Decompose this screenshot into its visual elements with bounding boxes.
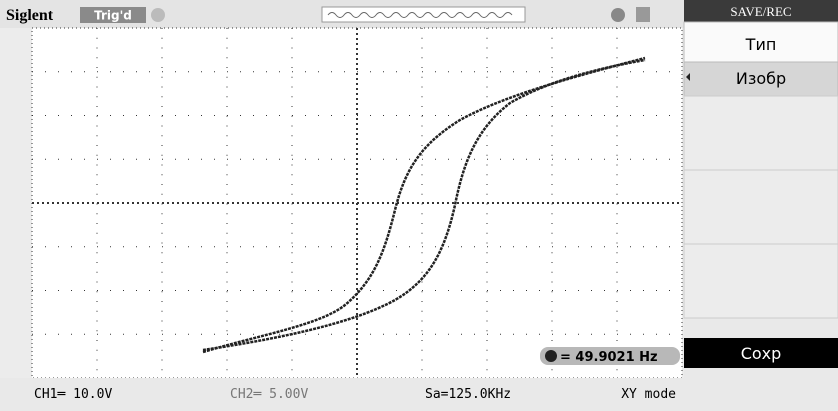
ch2-scale: CH2═ 5.00V <box>230 387 308 402</box>
menu-title: SAVE/REC <box>730 4 791 19</box>
page: Siglent Trig'd = 49.9021 Hz SAVE/REC Тип… <box>0 0 838 411</box>
icon <box>545 350 557 362</box>
menu-item[interactable]: Сохр <box>741 344 782 363</box>
display-mode: XY mode <box>621 387 676 402</box>
trigger-status: Trig'd <box>94 9 132 23</box>
timebase-indicator <box>322 7 525 22</box>
icon <box>611 8 625 22</box>
oscilloscope-screen: Siglent Trig'd = 49.9021 Hz SAVE/REC Тип… <box>0 0 838 411</box>
sample-rate: Sa=125.0KHz <box>425 387 511 402</box>
icon <box>636 7 650 22</box>
menu-slot <box>684 170 838 244</box>
menu-slot <box>684 244 838 318</box>
menu-item[interactable]: Изобр <box>736 69 786 88</box>
menu-slot <box>684 96 838 170</box>
frequency: = 49.9021 Hz <box>560 350 658 365</box>
ch1-scale: CH1═ 10.0V <box>34 387 112 402</box>
menu-item[interactable]: Тип <box>745 35 777 54</box>
brand: Siglent <box>6 7 54 24</box>
icon <box>151 8 165 22</box>
